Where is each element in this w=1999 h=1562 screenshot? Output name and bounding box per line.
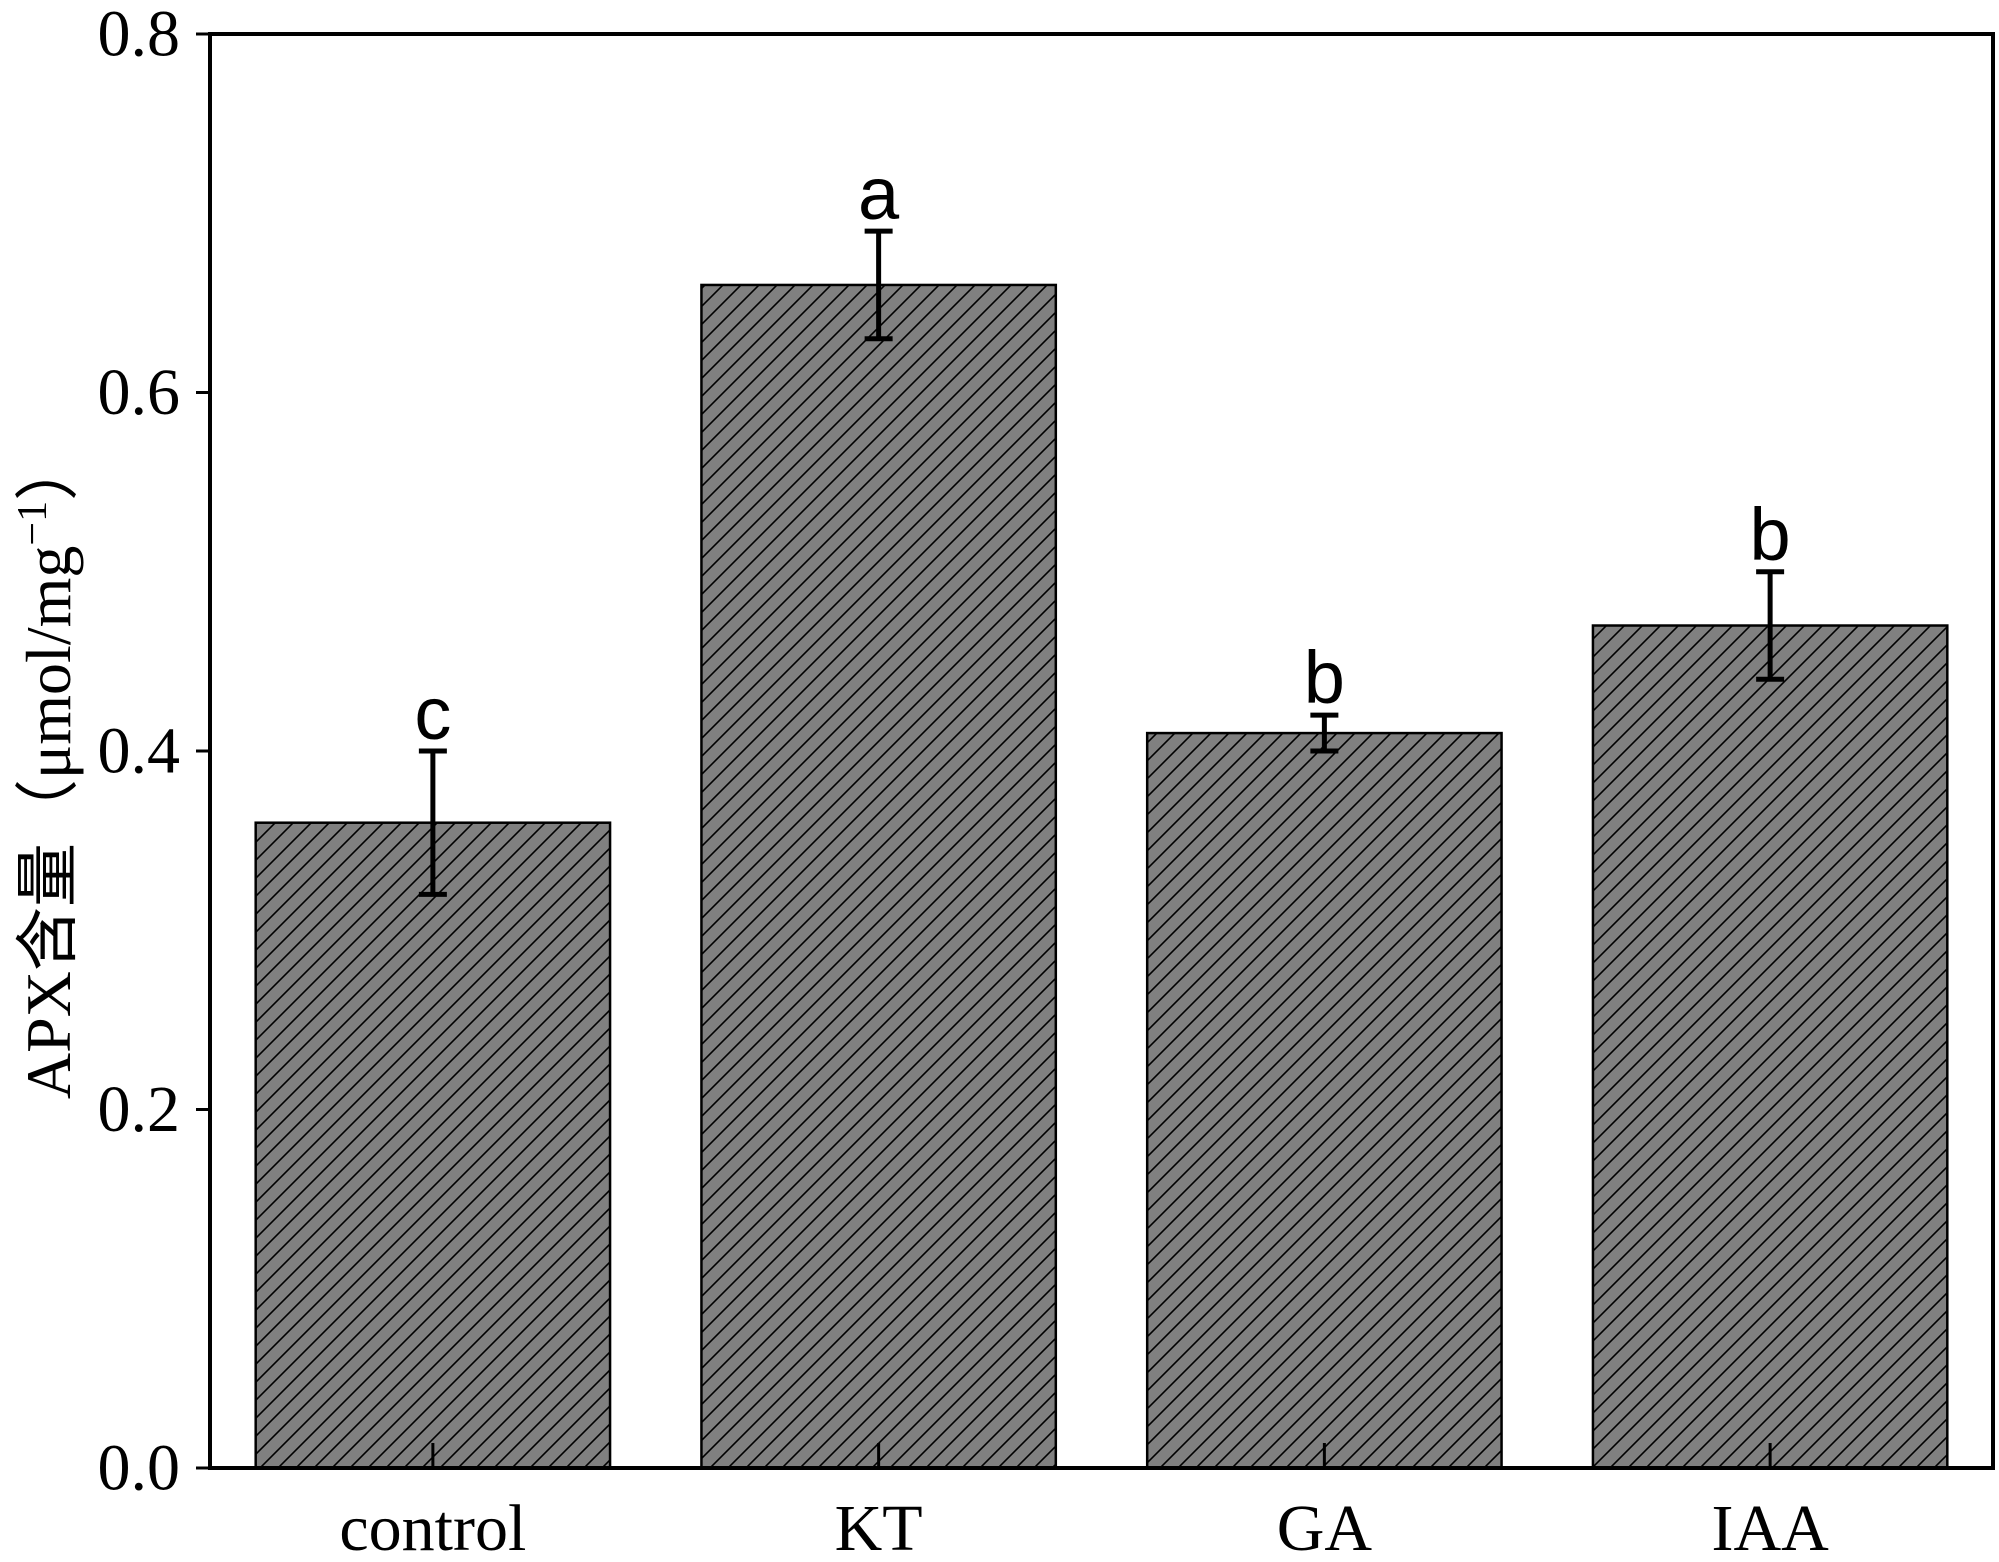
y-axis-label-close: ） [13, 437, 84, 501]
y-tick-label-4: 0.8 [98, 0, 181, 71]
significance-letter-kt: a [858, 152, 900, 235]
y-axis-label-main: APX含量（μmol/mg [13, 546, 84, 1099]
significance-letters: c a b b [414, 152, 1790, 755]
y-tick-label-0: 0.0 [98, 1432, 181, 1505]
x-axis-tick-labels: control KT GA IAA [339, 1492, 1829, 1562]
x-tick-label-ga: GA [1277, 1492, 1373, 1562]
bar-control [254, 821, 612, 1470]
bar-kt [700, 283, 1058, 1470]
y-axis-label: APX含量（μmol/mg−1） [10, 437, 84, 1099]
significance-letter-iaa: b [1750, 493, 1791, 576]
significance-letter-control: c [414, 672, 451, 755]
x-axis-ticks [431, 1443, 1772, 1468]
plot-frame [208, 32, 1995, 1470]
y-tick-label-1: 0.2 [98, 1073, 181, 1146]
bar-ga [1145, 731, 1503, 1470]
y-axis: 0.0 0.2 0.4 0.6 0.8 [98, 0, 210, 1505]
y-tick-label-2: 0.4 [98, 715, 181, 788]
error-bars [418, 228, 1785, 897]
x-tick-label-kt: KT [835, 1492, 923, 1562]
bar-iaa [1591, 624, 1949, 1470]
significance-letter-ga: b [1304, 636, 1345, 719]
bars [254, 283, 1949, 1470]
x-tick-label-iaa: IAA [1711, 1492, 1829, 1562]
x-tick-label-control: control [339, 1492, 526, 1562]
y-tick-label-3: 0.6 [98, 356, 181, 429]
y-axis-label-superscript: −1 [10, 501, 56, 546]
